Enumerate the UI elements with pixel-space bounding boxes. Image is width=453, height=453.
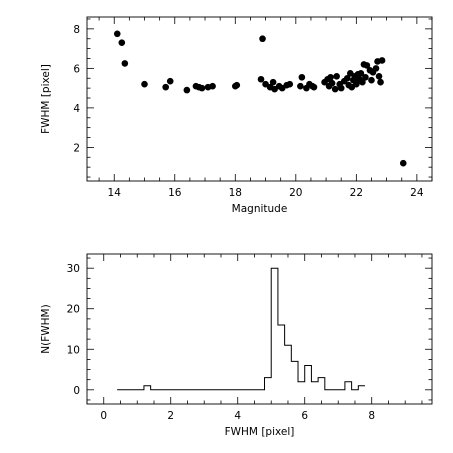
x-tick-label: 4 [234, 410, 241, 422]
x-tick-label: 8 [368, 410, 375, 422]
y-tick-label: 6 [73, 63, 80, 75]
data-point [363, 62, 371, 69]
y-tick-label: 0 [73, 385, 80, 397]
x-axis-title: FWHM [pixel] [225, 426, 295, 438]
y-tick-label: 2 [73, 142, 80, 154]
data-point [362, 73, 369, 81]
data-point [343, 74, 351, 82]
data-point [359, 78, 366, 86]
y-tick-label: 30 [67, 263, 80, 275]
data-point [286, 80, 294, 88]
data-point [297, 82, 304, 90]
data-point [298, 73, 306, 81]
data-point [399, 159, 407, 167]
data-point [269, 78, 277, 86]
data-point [375, 72, 383, 80]
data-point [209, 82, 216, 90]
data-point [183, 86, 191, 94]
data-point [357, 70, 365, 77]
x-axis-title: Magnitude [232, 203, 288, 215]
data-point [113, 30, 121, 38]
data-point [198, 84, 206, 92]
y-tick-label: 8 [73, 24, 80, 36]
data-point [310, 83, 318, 91]
data-point [233, 81, 241, 89]
plot-frame [86, 16, 433, 182]
data-point [353, 80, 360, 88]
x-tick-label: 16 [168, 187, 182, 199]
plot-frame [86, 253, 433, 405]
data-point [378, 57, 386, 64]
x-tick-label: 20 [289, 187, 302, 199]
y-axis-title: N(FWHM) [40, 304, 52, 353]
y-tick-label: 20 [67, 304, 80, 316]
data-point [327, 73, 334, 81]
data-point [166, 77, 174, 85]
x-tick-label: 22 [350, 187, 363, 199]
x-tick-label: 2 [167, 410, 174, 422]
x-tick-label: 6 [301, 410, 308, 422]
data-point [328, 79, 336, 87]
data-point [372, 65, 380, 72]
histogram-panel: 0 2 4 6 8 0 10 20 30 FWHM [pixel] N(FWHM) [40, 253, 433, 438]
data-point [162, 83, 169, 91]
data-point [331, 85, 339, 93]
x-tick-label: 14 [108, 187, 122, 199]
x-tick-label: 24 [410, 187, 424, 199]
y-tick-label: 10 [67, 344, 80, 356]
data-point [121, 60, 129, 67]
data-point [377, 78, 384, 86]
x-tick-label: 18 [229, 187, 242, 199]
data-point [259, 35, 266, 43]
x-tick-label: 0 [100, 410, 107, 422]
data-point [118, 39, 126, 46]
data-point [141, 80, 148, 88]
y-tick-label: 4 [73, 103, 80, 115]
data-point [337, 84, 345, 92]
data-point [257, 75, 265, 83]
data-point [368, 76, 375, 84]
histogram-step-line [117, 267, 366, 391]
y-axis-title: FWHM [pixel] [40, 64, 52, 134]
data-point [333, 72, 340, 80]
